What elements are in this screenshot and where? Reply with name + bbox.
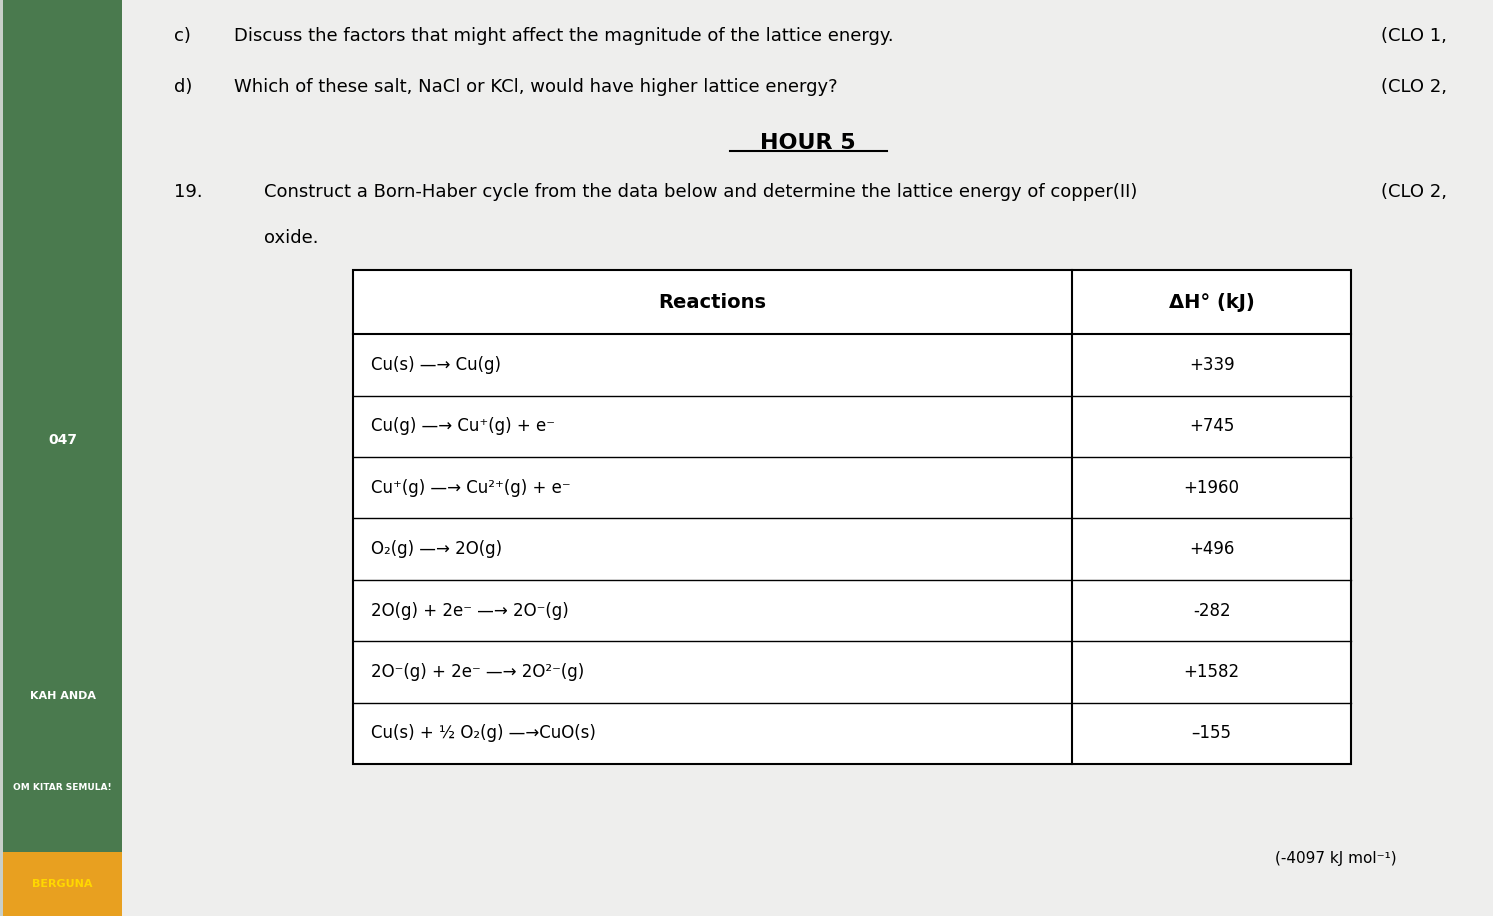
Text: (CLO 2,: (CLO 2, [1381,183,1447,202]
Text: HOUR 5: HOUR 5 [760,133,855,153]
Text: oxide.: oxide. [264,229,318,247]
Bar [3,0,122,916]
Text: –155: –155 [1191,725,1232,742]
Text: Cu(s) —→ Cu(g): Cu(s) —→ Cu(g) [372,356,502,374]
Text: (CLO 2,: (CLO 2, [1381,78,1447,96]
Text: +339: +339 [1188,356,1235,374]
Text: Reactions: Reactions [658,293,766,311]
Text: +1960: +1960 [1184,479,1239,496]
Bar [3,852,122,916]
Text: +496: +496 [1188,540,1235,558]
Text: O₂(g) —→ 2O(g): O₂(g) —→ 2O(g) [372,540,502,558]
Text: Cu(s) + ½ O₂(g) —→CuO(s): Cu(s) + ½ O₂(g) —→CuO(s) [372,725,596,742]
Text: Cu⁺(g) —→ Cu²⁺(g) + e⁻: Cu⁺(g) —→ Cu²⁺(g) + e⁻ [372,479,570,496]
Text: BERGUNA: BERGUNA [33,879,93,889]
Text: Discuss the factors that might affect the magnitude of the lattice energy.: Discuss the factors that might affect th… [234,27,894,46]
Text: +745: +745 [1188,418,1235,435]
Text: 2O⁻(g) + 2e⁻ —→ 2O²⁻(g): 2O⁻(g) + 2e⁻ —→ 2O²⁻(g) [372,663,584,681]
Text: ΔH° (kJ): ΔH° (kJ) [1169,293,1254,311]
Bar [354,270,1351,764]
Text: 2O(g) + 2e⁻ —→ 2O⁻(g): 2O(g) + 2e⁻ —→ 2O⁻(g) [372,602,569,619]
Text: (-4097 kJ mol⁻¹): (-4097 kJ mol⁻¹) [1275,851,1396,866]
Text: OM KITAR SEMULA!: OM KITAR SEMULA! [13,783,112,792]
Text: d): d) [175,78,193,96]
Text: -282: -282 [1193,602,1230,619]
Text: +1582: +1582 [1184,663,1239,681]
Text: Which of these salt, NaCl or KCl, would have higher lattice energy?: Which of these salt, NaCl or KCl, would … [234,78,838,96]
Text: c): c) [175,27,191,46]
Text: KAH ANDA: KAH ANDA [30,692,96,701]
Text: 047: 047 [48,432,78,447]
Text: 19.: 19. [175,183,203,202]
Text: (CLO 1,: (CLO 1, [1381,27,1447,46]
Text: Construct a Born-Haber cycle from the data below and determine the lattice energ: Construct a Born-Haber cycle from the da… [264,183,1138,202]
Text: Cu(g) —→ Cu⁺(g) + e⁻: Cu(g) —→ Cu⁺(g) + e⁻ [372,418,555,435]
